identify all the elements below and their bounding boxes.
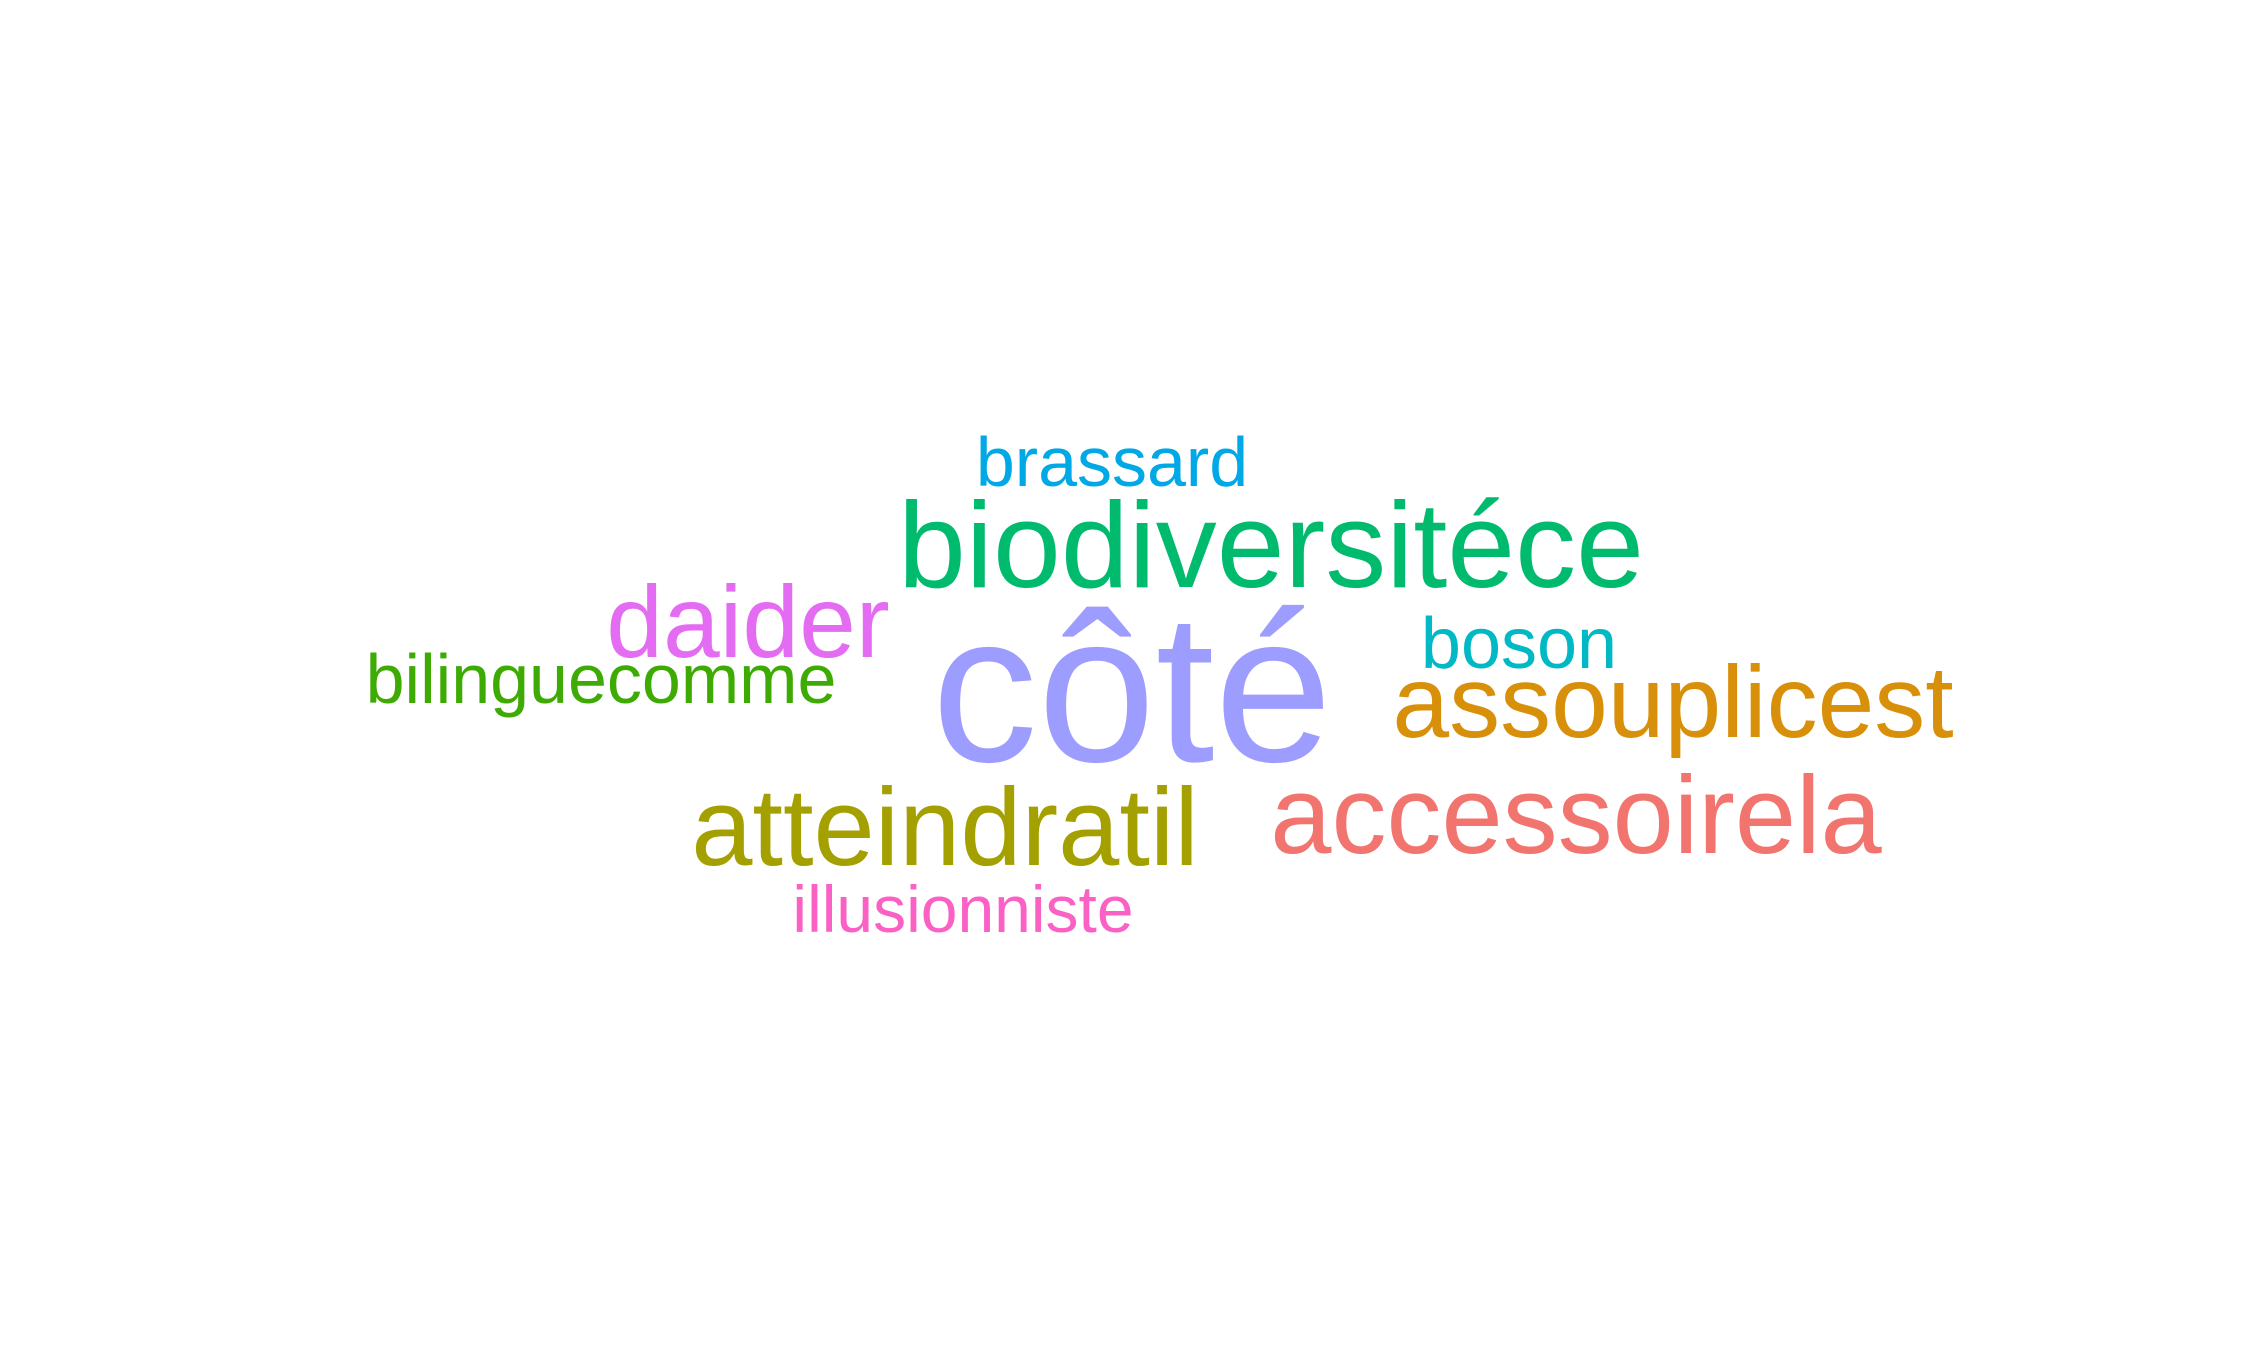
word-daider: daider [606, 565, 890, 679]
word-atteindratil: atteindratil [691, 766, 1199, 889]
word-assouplicest: assouplicest [1392, 645, 1954, 759]
word-accessoirela: accessoirela [1270, 754, 1882, 877]
word-biodiversitece: biodiversitéce [898, 477, 1644, 613]
word-illusionniste: illusionniste [792, 872, 1134, 946]
word-brassard: brassard [975, 423, 1249, 501]
word-boson: boson [1420, 604, 1618, 684]
word-cote: côté [931, 569, 1333, 806]
word-bilinguecomme: bilinguecomme [365, 640, 837, 718]
